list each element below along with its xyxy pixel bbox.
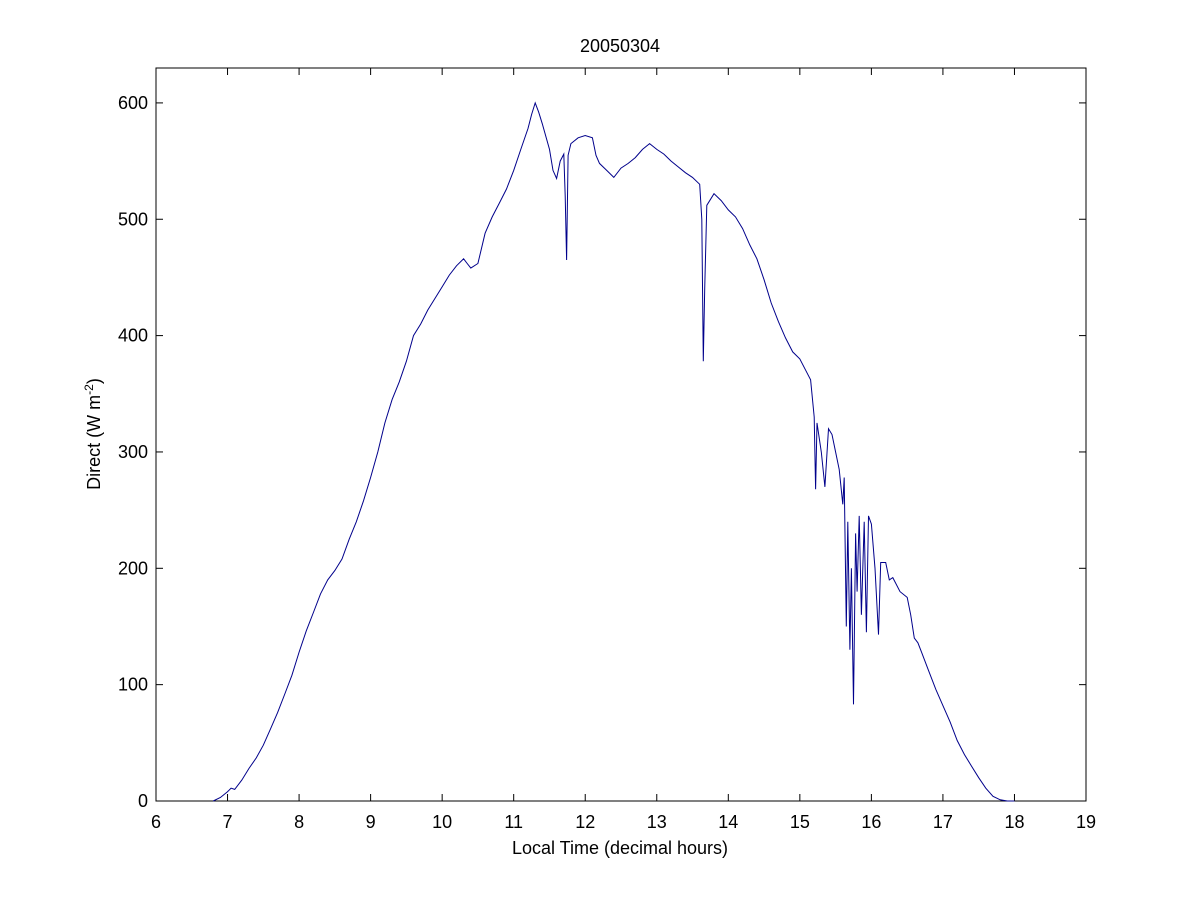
direct-irradiance-line	[212, 101, 1015, 802]
x-tick-label: 18	[1004, 812, 1024, 832]
x-tick-label: 8	[294, 812, 304, 832]
y-tick-label: 0	[138, 791, 148, 811]
y-tick-label: 300	[118, 442, 148, 462]
plot-frame	[155, 67, 1087, 802]
x-tick-label: 15	[790, 812, 810, 832]
chart-title: 20050304	[580, 36, 660, 56]
y-tick-label: 200	[118, 558, 148, 578]
y-axis-ticks: 0 100 200 300 400 500 600	[118, 93, 1086, 811]
x-axis-label: Local Time (decimal hours)	[512, 838, 728, 858]
x-axis-ticks: 6 7 8 9 10 11 12 13 14 15 16 17 18 19	[151, 68, 1096, 832]
y-tick-label: 500	[118, 209, 148, 229]
y-axis-label: Direct (W m-2)	[82, 378, 104, 490]
x-tick-label: 9	[366, 812, 376, 832]
y-tick-label: 100	[118, 675, 148, 695]
y-axis-label-main: Direct (W m	[84, 395, 104, 490]
x-tick-label: 10	[432, 812, 452, 832]
x-tick-label: 7	[223, 812, 233, 832]
x-tick-label: 16	[861, 812, 881, 832]
x-tick-label: 13	[647, 812, 667, 832]
x-tick-label: 6	[151, 812, 161, 832]
x-tick-label: 11	[504, 812, 523, 832]
x-tick-label: 12	[575, 812, 595, 832]
y-axis-label-superscript: -2	[82, 384, 96, 395]
y-axis-label-close: )	[84, 378, 104, 384]
x-tick-label: 17	[933, 812, 953, 832]
y-tick-label: 400	[118, 326, 148, 346]
y-tick-label: 600	[118, 93, 148, 113]
x-tick-label: 14	[718, 812, 738, 832]
x-tick-label: 19	[1076, 812, 1096, 832]
